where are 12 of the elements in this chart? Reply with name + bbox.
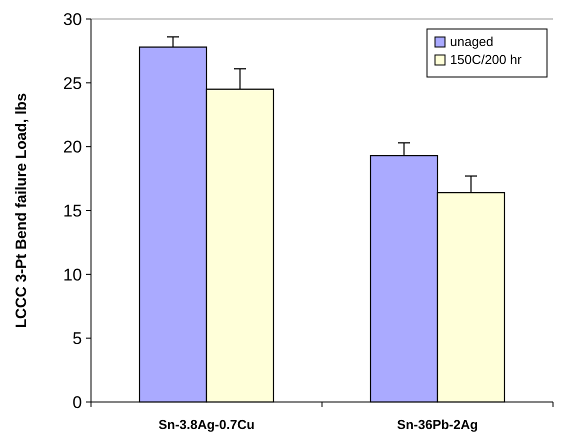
y-tick-label: 25 xyxy=(63,74,82,93)
y-tick-label: 5 xyxy=(72,329,82,348)
y-axis-title: LCCC 3-Pt Bend failure Load, lbs xyxy=(13,92,30,328)
y-tick-label: 0 xyxy=(72,392,82,412)
y-tick-label: 30 xyxy=(63,10,82,29)
y-tick-label: 10 xyxy=(63,265,82,284)
y-tick-label: 20 xyxy=(63,138,82,157)
x-tick-label: Sn-3.8Ag-0.7Cu xyxy=(158,417,255,432)
legend-label: 150C/200 hr xyxy=(450,52,522,67)
x-tick-label: Sn-36Pb-2Ag xyxy=(397,417,478,432)
y-tick-label: 15 xyxy=(63,201,82,220)
legend-label: unaged xyxy=(450,34,494,49)
